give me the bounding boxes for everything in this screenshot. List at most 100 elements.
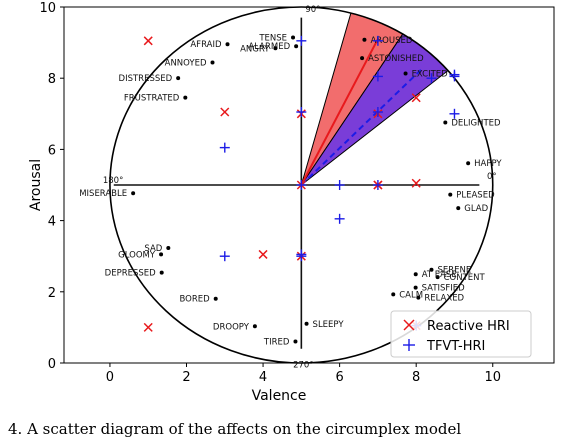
- affect-label-10: DELIGHTED: [451, 119, 501, 129]
- affect-dot-26: [416, 295, 421, 300]
- angle-label-0: 90°: [305, 5, 320, 15]
- affect-label-14: MISERABLE: [79, 189, 127, 199]
- y-axis-label: Arousal: [28, 159, 44, 211]
- marker-1-7: [372, 107, 383, 118]
- affect-dot-19: [252, 324, 257, 329]
- marker-0-11: [143, 322, 153, 332]
- legend-label-1: TFVT-HRI: [426, 339, 485, 354]
- marker-1-13: [334, 213, 345, 224]
- affect-label-2: AROUSED: [370, 36, 412, 46]
- marker-0-0: [143, 36, 153, 46]
- affect-dot-15: [166, 246, 171, 251]
- affect-label-11: HAPPY: [474, 159, 502, 169]
- affect-dot-7: [210, 60, 215, 65]
- affect-dot-0: [294, 44, 299, 49]
- affect-dot-11: [466, 161, 471, 166]
- y-tick-label-2: 4: [48, 215, 56, 230]
- legend: Reactive HRI TFVT-HRI: [390, 310, 532, 358]
- marker-1-10: [296, 180, 307, 190]
- marker-1-4: [449, 69, 460, 80]
- legend-box: [390, 310, 532, 358]
- affect-label-0: ALARMED: [248, 42, 290, 52]
- affect-label-3: ASTONISHED: [368, 54, 424, 64]
- affect-label-5: AFRAID: [190, 40, 222, 50]
- marker-0-4: [411, 93, 421, 103]
- marker-1-16: [296, 249, 307, 260]
- affect-label-15: SAD: [144, 244, 162, 254]
- marker-1-0: [296, 35, 307, 46]
- affect-label-22: SERENE: [437, 266, 471, 276]
- affect-dot-18: [213, 296, 218, 301]
- angle-label-2: 180°: [103, 176, 123, 186]
- affect-dot-17: [159, 270, 164, 275]
- marker-0-9: [258, 249, 268, 259]
- affect-dot-23: [435, 275, 440, 280]
- affect-dot-5: [225, 42, 230, 47]
- affect-dot-20: [293, 339, 298, 344]
- affect-dot-9: [183, 95, 188, 100]
- marker-1-14: [219, 251, 230, 262]
- affect-label-27: CALM: [399, 290, 423, 300]
- affect-label-18: BORED: [180, 295, 211, 305]
- affect-dot-8: [176, 76, 181, 81]
- affect-label-16: GLOOMY: [118, 250, 156, 260]
- affect-dot-6: [273, 46, 278, 51]
- affect-dot-1: [291, 35, 296, 40]
- axes: 0 2 4 6 8 10 0 2 4 6 8 10 Valence Arousal: [28, 1, 555, 404]
- affect-label-25: SATISFIED: [422, 284, 466, 294]
- y-tick-label-4: 8: [48, 72, 56, 87]
- affect-dot-27: [391, 292, 396, 297]
- vector-tfvt: [300, 66, 425, 186]
- x-tick-label-3: 6: [335, 370, 343, 385]
- x-tick-label-0: 0: [106, 370, 114, 385]
- affect-label-12: PLEASED: [456, 191, 495, 201]
- affect-label-17: DEPRESSED: [105, 269, 156, 279]
- marker-1-2: [372, 71, 383, 82]
- affect-dot-24: [413, 272, 418, 277]
- x-tick-label-5: 10: [484, 370, 501, 385]
- figure-caption: 4. A scatter diagram of the affects on t…: [8, 420, 462, 438]
- affect-dot-25: [413, 285, 418, 290]
- y-tick-label-0: 0: [48, 357, 56, 372]
- legend-marker-1: [403, 339, 415, 351]
- affect-label-20: TIRED: [263, 338, 290, 348]
- affect-label-6: ANGRY: [240, 44, 270, 54]
- y-tick-label-3: 6: [48, 143, 56, 158]
- affect-dot-21: [304, 321, 309, 326]
- affect-dot-16: [159, 252, 164, 257]
- y-tick-label-1: 2: [48, 286, 56, 301]
- marker-1-12: [372, 180, 383, 190]
- marker-1-9: [219, 142, 230, 153]
- marker-1-6: [296, 107, 307, 118]
- affect-dot-13: [456, 206, 461, 211]
- affect-label-13: GLAD: [464, 204, 488, 214]
- x-tick-label-4: 8: [412, 370, 420, 385]
- affect-dot-22: [429, 267, 434, 272]
- affect-label-7: ANNOYED: [165, 59, 207, 69]
- legend-marker-0: [403, 319, 415, 331]
- affect-label-8: DISTRESSED: [119, 74, 173, 84]
- affect-dot-2: [362, 37, 367, 42]
- x-tick-label-2: 4: [259, 370, 267, 385]
- affect-label-1: TENSE: [258, 33, 287, 43]
- marker-1-11: [334, 180, 345, 190]
- affect-label-23: CONTENT: [444, 273, 486, 283]
- affect-label-26: RELAXED: [424, 294, 464, 304]
- angle-label-3: 270°: [293, 361, 313, 371]
- plot-frame: [63, 6, 555, 364]
- affect-label-21: SLEEPY: [313, 320, 345, 330]
- affect-label-19: DROOPY: [213, 322, 250, 332]
- marker-1-8: [449, 108, 460, 119]
- y-tick-label-5: 10: [39, 1, 56, 16]
- affect-dot-3: [360, 56, 365, 61]
- marker-1-1: [372, 35, 383, 46]
- x-tick-label-1: 2: [182, 370, 190, 385]
- affect-label-4: EXCITED: [412, 69, 449, 79]
- marker-1-5: [426, 73, 437, 84]
- affect-dot-10: [443, 120, 448, 125]
- affect-label-24: AT EASE: [422, 270, 457, 280]
- affect-dot-14: [131, 191, 136, 196]
- vector-reactive: [300, 37, 380, 186]
- x-axis-label: Valence: [252, 388, 307, 404]
